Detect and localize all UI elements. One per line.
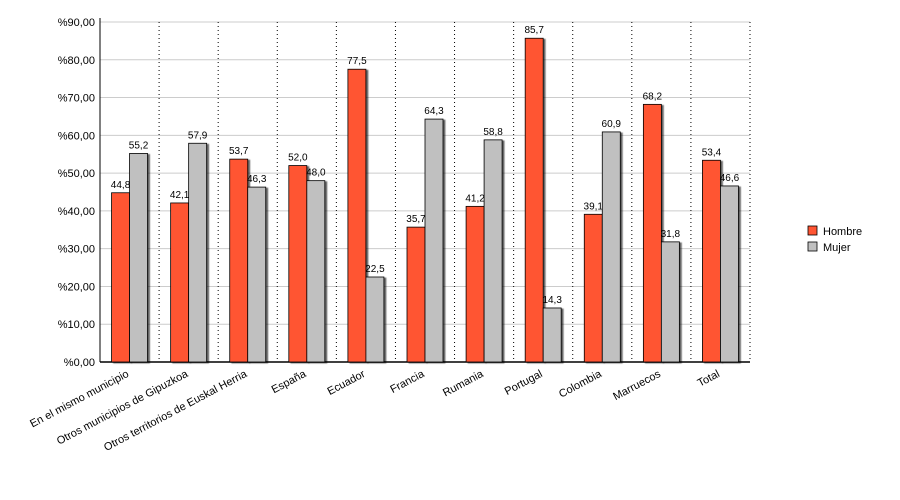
data-label: 55,2	[129, 140, 149, 151]
legend-label: Mujer	[823, 242, 851, 254]
data-label: 48,0	[306, 168, 326, 179]
data-label: 14,3	[542, 295, 562, 306]
data-label: 77,5	[347, 56, 367, 67]
legend-swatch	[807, 225, 818, 236]
data-label: 42,1	[170, 190, 190, 201]
data-label: 22,5	[365, 264, 385, 275]
legend-label: Hombre	[823, 226, 862, 238]
y-tick-label: %40,00	[58, 206, 95, 218]
data-label: 31,8	[661, 229, 681, 240]
y-tick-label: %90,00	[58, 17, 95, 29]
bar	[424, 118, 444, 363]
x-tick-label: Total	[696, 368, 722, 390]
y-tick-label: %70,00	[58, 93, 95, 105]
data-label: 53,7	[229, 146, 249, 157]
x-tick-label: En el mismo municipio	[28, 368, 131, 430]
data-label: 58,8	[483, 127, 503, 138]
y-tick-label: %10,00	[58, 319, 95, 331]
bar	[365, 276, 385, 363]
bar	[483, 139, 503, 363]
data-label: 53,4	[702, 147, 722, 158]
legend-swatch	[807, 241, 818, 252]
bar	[247, 186, 267, 363]
y-tick-label: %20,00	[58, 281, 95, 293]
y-tick-label: %50,00	[58, 168, 95, 180]
y-tick-label: %60,00	[58, 130, 95, 142]
data-label: 57,9	[188, 130, 208, 141]
data-label: 85,7	[524, 25, 544, 36]
x-tick-label: Francia	[388, 368, 427, 396]
data-label: 68,2	[643, 91, 663, 102]
bar	[170, 202, 190, 363]
x-tick-label: España	[270, 368, 309, 397]
data-label: 35,7	[406, 214, 426, 225]
bar	[129, 153, 148, 363]
x-tick-label: Portugal	[503, 368, 545, 398]
y-tick-label: %0,00	[64, 357, 95, 369]
bar	[406, 226, 426, 363]
bar	[306, 180, 326, 363]
data-label: 60,9	[602, 119, 622, 130]
bar	[660, 241, 680, 363]
x-tick-label: Marruecos	[611, 368, 663, 403]
bar	[583, 213, 603, 363]
bar	[347, 68, 367, 363]
x-tick-label: Colombia	[557, 368, 604, 401]
data-label: 41,2	[465, 193, 485, 204]
bar	[601, 131, 621, 363]
bar	[465, 205, 485, 363]
data-label: 52,0	[288, 153, 308, 164]
y-tick-label: %80,00	[58, 55, 95, 67]
bar	[288, 165, 308, 363]
bar	[642, 103, 662, 363]
bar	[702, 159, 721, 363]
bar	[188, 142, 208, 363]
x-tick-label: Ecuador	[325, 368, 367, 398]
bar	[229, 158, 249, 363]
bar	[542, 307, 562, 363]
bar	[720, 185, 739, 363]
data-label: 44,8	[111, 180, 131, 191]
y-tick-label: %30,00	[58, 244, 95, 256]
data-label: 46,6	[720, 173, 740, 184]
x-tick-label: Rumania	[441, 368, 486, 400]
data-label: 46,3	[247, 174, 267, 185]
data-label: 64,3	[424, 106, 444, 117]
bar	[524, 37, 544, 363]
data-label: 39,1	[584, 201, 604, 212]
bar	[111, 192, 130, 363]
